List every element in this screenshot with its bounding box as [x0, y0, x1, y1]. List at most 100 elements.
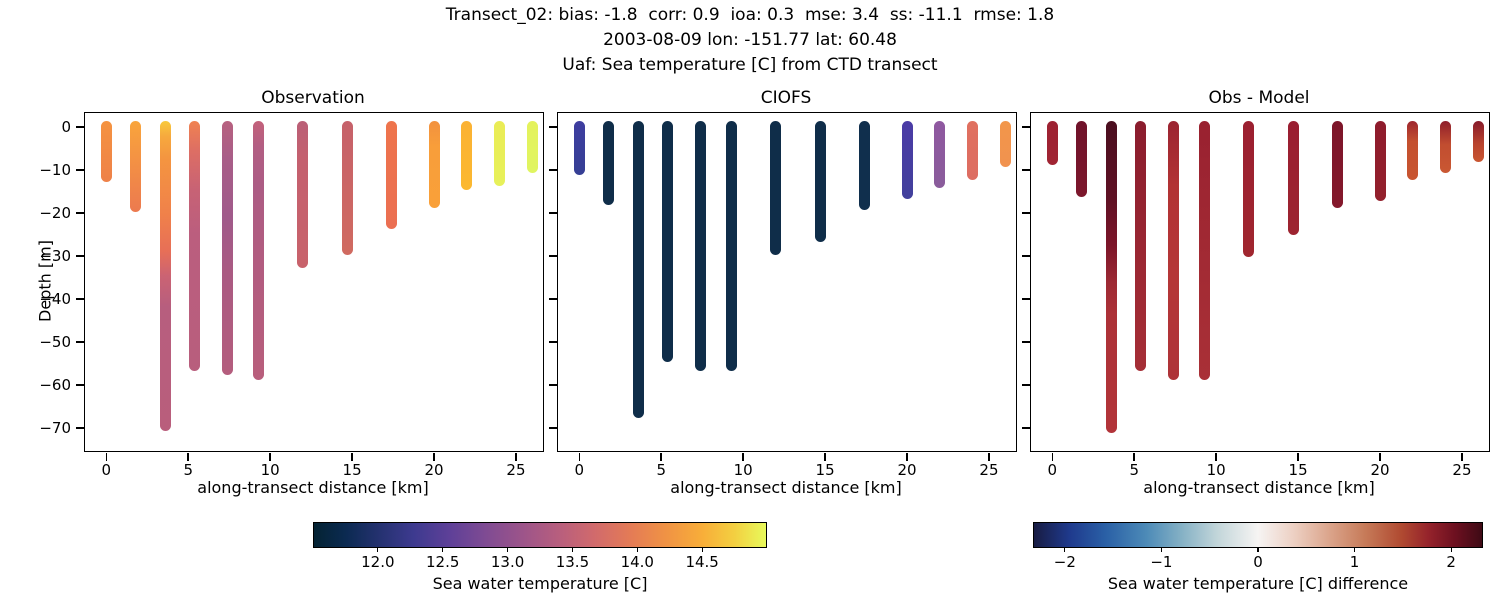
y-tick-mark: [549, 427, 557, 429]
obs-model-bar: [1331, 121, 1343, 208]
colorbar-tick-mark: [1064, 547, 1066, 552]
figure-title-datetime-location: 2003-08-09 lon: -151.77 lat: 60.48: [603, 30, 897, 50]
ciofs-bar: [573, 121, 585, 176]
y-tick-mark: [549, 255, 557, 257]
x-tick-label: 15: [342, 461, 362, 479]
observation-bar: [341, 121, 353, 255]
x-tick-label: 15: [815, 461, 835, 479]
observation-bar: [159, 121, 171, 432]
x-tick-mark: [578, 452, 581, 461]
x-tick-mark: [1379, 452, 1381, 461]
x-tick-mark: [187, 452, 189, 461]
plot-area-obs-minus-model: 0 5 10 15 20 25: [1022, 112, 1490, 479]
x-tick-label: 15: [1288, 461, 1308, 479]
x-tick-mark: [515, 452, 517, 461]
obs-model-bar: [1374, 121, 1386, 202]
colorbar-tick-label: 12.5: [426, 553, 460, 571]
colorbar-temperature: Sea water temperature [C] 12.0 12.5 13.0 13…: [313, 522, 767, 600]
x-tick-mark: [1215, 452, 1217, 461]
y-tick-mark: [1022, 384, 1030, 386]
observation-bar: [130, 121, 142, 212]
x-tick-label: 5: [183, 461, 193, 479]
y-tick-mark: [549, 126, 557, 128]
x-tick-mark: [351, 452, 353, 461]
observation-bar: [189, 121, 201, 371]
panel-observation: Observation 0 −10 −20 −30 −40 −50 −60 −70 0 5 10 15…: [39, 88, 544, 508]
figure-title-source: Uaf: Sea temperature [C] from CTD transe…: [562, 55, 938, 75]
x-tick-label: 25: [506, 461, 526, 479]
ciofs-bar: [770, 121, 782, 255]
y-tick-mark: [1022, 126, 1030, 128]
x-tick-mark: [1133, 452, 1135, 461]
y-tick-mark: [1022, 255, 1030, 257]
observation-bar: [461, 121, 473, 191]
colorbar-tick-label: 13.5: [555, 553, 590, 571]
obs-model-bar: [1105, 121, 1117, 434]
obs-model-bar: [1046, 121, 1058, 165]
plot-area-observation: 0 −10 −20 −30 −40 −50 −60 −70 0 5 10 15 20 25: [39, 112, 544, 479]
x-axis-label-ciofs: along-transect distance [km]: [670, 478, 902, 497]
colorbar-tick-mark: [1160, 547, 1163, 552]
obs-model-bar: [1168, 121, 1180, 380]
x-tick-label: 25: [1452, 461, 1472, 479]
y-tick-mark: [549, 298, 557, 300]
x-tick-mark: [433, 452, 435, 461]
y-tick-label: −30: [39, 246, 71, 265]
colorbar-temperature-gradient: [313, 522, 767, 548]
ciofs-bar: [695, 121, 707, 371]
y-tick-label: −40: [39, 289, 71, 308]
panel-ciofs: CIOFS 0 5 10 15 20 25 along-transect distance…: [549, 88, 1017, 508]
colorbar-tick-mark: [442, 547, 444, 552]
obs-model-bar: [1199, 121, 1211, 380]
y-tick-mark: [1022, 169, 1030, 171]
x-tick-label: 10: [260, 461, 280, 479]
y-tick-mark: [1022, 212, 1030, 214]
colorbar-tick-mark: [1450, 547, 1452, 552]
x-tick-mark: [742, 452, 744, 461]
colorbar-tick-mark: [506, 547, 509, 552]
y-tick-label: −10: [39, 160, 71, 179]
observation-bar: [428, 121, 440, 208]
y-tick-mark: [1022, 298, 1030, 300]
x-tick-label: 0: [101, 461, 112, 479]
x-tick-mark: [105, 452, 108, 461]
colorbar-temperature-label: Sea water temperature [C]: [432, 574, 648, 593]
y-tick-mark: [1022, 427, 1030, 429]
colorbar-difference: Sea water temperature [C] difference −2 −…: [1033, 522, 1483, 600]
panel-obs-minus-model: Obs - Model 0 5 10 15 20 25 along-transect di…: [1022, 88, 1490, 508]
ciofs-bar: [726, 121, 738, 371]
x-tick-mark: [1461, 452, 1463, 461]
x-tick-label: 20: [1370, 461, 1390, 479]
y-tick-mark: [76, 255, 84, 257]
colorbar-difference-gradient: [1033, 522, 1483, 548]
x-axis-label-observation: along-transect distance [km]: [197, 478, 429, 497]
x-tick-label: 0: [1047, 461, 1058, 479]
colorbar-tick-mark: [1257, 547, 1259, 552]
colorbar-difference-label: Sea water temperature [C] difference: [1107, 574, 1409, 593]
panel-title-observation: Observation: [261, 88, 365, 108]
obs-model-bar: [1243, 121, 1255, 257]
x-axis-label-obs-minus-model: along-transect distance [km]: [1143, 478, 1375, 497]
x-tick-label: 0: [574, 461, 585, 479]
ciofs-bar: [662, 121, 674, 363]
colorbar-tick-mark: [377, 547, 379, 552]
y-tick-label: −70: [39, 418, 71, 437]
colorbar-tick-label: 14.0: [620, 553, 654, 571]
observation-bar: [100, 121, 112, 182]
x-tick-label: 10: [1206, 461, 1226, 479]
colorbar-tick-mark: [701, 547, 703, 552]
colorbar-tick-label: −2: [1053, 553, 1076, 571]
x-tick-mark: [1297, 452, 1299, 461]
colorbar-tick-label: 12.0: [361, 553, 395, 571]
y-tick-mark: [76, 341, 84, 343]
y-tick-mark: [549, 384, 557, 386]
y-tick-label: −20: [39, 203, 71, 222]
y-tick-mark: [549, 169, 557, 171]
y-tick-mark: [1022, 341, 1030, 343]
colorbar-tick-label: 13.0: [490, 553, 525, 571]
plot-area-ciofs: 0 5 10 15 20 25: [549, 112, 1017, 479]
y-tick-label: −50: [39, 332, 71, 351]
ciofs-bar: [814, 121, 826, 242]
colorbar-tick-mark: [571, 547, 574, 552]
y-tick-mark: [76, 427, 84, 429]
